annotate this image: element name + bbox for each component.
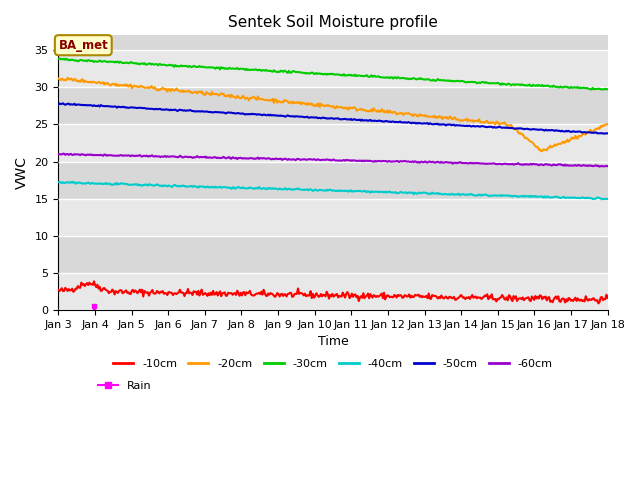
Bar — [58, 199, 607, 236]
Bar — [58, 50, 607, 87]
Bar — [58, 236, 607, 273]
Text: BA_met: BA_met — [58, 39, 108, 52]
Bar — [58, 273, 607, 310]
X-axis label: Time: Time — [317, 336, 348, 348]
Bar — [58, 162, 607, 199]
Y-axis label: VWC: VWC — [15, 156, 29, 189]
Bar — [58, 87, 607, 124]
Title: Sentek Soil Moisture profile: Sentek Soil Moisture profile — [228, 15, 438, 30]
Legend: Rain: Rain — [93, 376, 156, 396]
Bar — [58, 124, 607, 162]
Bar — [58, 36, 607, 50]
